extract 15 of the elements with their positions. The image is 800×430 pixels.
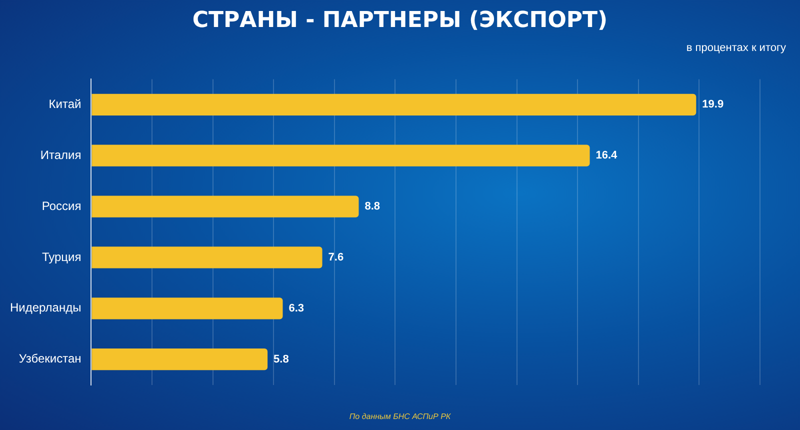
data-label: 6.3: [288, 302, 304, 314]
data-label: 16.4: [596, 150, 618, 162]
data-label: 19.9: [702, 98, 724, 111]
data-label: 5.8: [274, 353, 289, 366]
y-tick-label: Россия: [42, 198, 82, 213]
y-tick-label: Турция: [42, 250, 82, 264]
text: По данным БНС АСПиР РК: [348, 412, 452, 421]
y-tick-label: Италия: [40, 148, 82, 162]
chart-subtitle: в процентах к итогу: [686, 42, 786, 54]
y-tick-label: Нидерланды: [10, 300, 82, 315]
y-tick-label: Китай: [48, 96, 82, 111]
data-label: 7.6: [328, 252, 344, 264]
y-tick-label: Узбекистан: [18, 352, 82, 366]
data-label: 8.8: [364, 200, 380, 213]
chart-title: СТРАНЫ - ПАРТНЕРЫ (ЭКСПОРТ): [191, 8, 609, 33]
